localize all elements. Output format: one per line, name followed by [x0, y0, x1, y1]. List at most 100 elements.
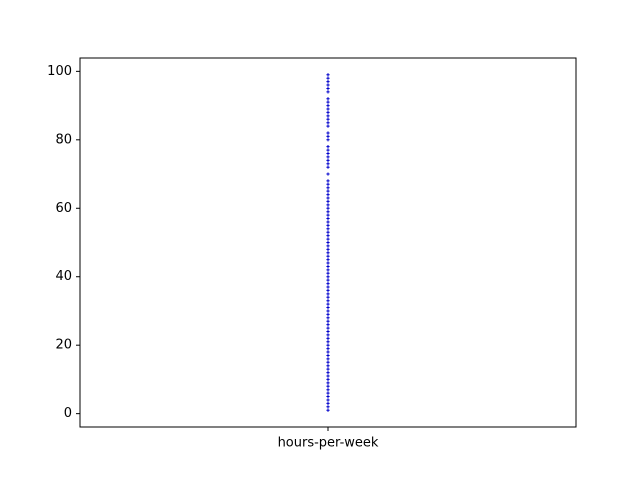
- data-point: [326, 244, 330, 248]
- data-point: [326, 172, 330, 176]
- data-point: [326, 138, 330, 142]
- data-point: [326, 230, 330, 234]
- data-point: [326, 86, 330, 91]
- data-point: [326, 189, 330, 193]
- data-point: [326, 247, 330, 251]
- data-point: [326, 299, 330, 303]
- data-point: [326, 285, 330, 289]
- data-point: [326, 80, 330, 84]
- data-point: [326, 295, 330, 299]
- data-point: [326, 121, 330, 125]
- data-point: [326, 357, 330, 361]
- data-point: [326, 90, 330, 94]
- y-tick-label: 80: [55, 132, 72, 147]
- data-point: [326, 182, 330, 186]
- data-point: [326, 271, 330, 275]
- data-point: [326, 384, 330, 388]
- data-point: [326, 316, 330, 320]
- data-point: [326, 302, 330, 306]
- data-point: [326, 364, 330, 368]
- data-point: [326, 336, 330, 340]
- data-point: [326, 312, 330, 316]
- y-tick-label: 100: [47, 64, 72, 79]
- data-point: [326, 213, 330, 217]
- data-point: [326, 227, 330, 231]
- data-point: [326, 165, 330, 169]
- data-point: [326, 353, 330, 358]
- data-point: [326, 73, 330, 77]
- data-point: [326, 408, 330, 412]
- y-tick-label: 0: [64, 406, 72, 421]
- data-point: [326, 323, 330, 327]
- data-point: [326, 117, 330, 121]
- data-point: [326, 203, 330, 207]
- data-point: [326, 405, 330, 409]
- data-point: [326, 350, 330, 354]
- data-point: [326, 268, 330, 272]
- data-point: [326, 370, 330, 375]
- data-point: [326, 360, 330, 364]
- y-axis: 0 20 40 60 80 100: [47, 64, 80, 421]
- data-point: [326, 333, 330, 337]
- data-point: [326, 199, 330, 204]
- data-point: [326, 374, 330, 378]
- data-point: [326, 234, 330, 238]
- data-point: [326, 275, 330, 279]
- data-point: [326, 288, 330, 293]
- data-point: [326, 305, 330, 310]
- data-point: [326, 186, 330, 190]
- data-point: [326, 343, 330, 347]
- data-point: [326, 377, 330, 382]
- data-point: [326, 100, 330, 104]
- data-point: [326, 179, 330, 183]
- data-point: [326, 251, 330, 255]
- data-point: [326, 107, 330, 111]
- data-points: [326, 73, 330, 412]
- data-point: [326, 264, 330, 269]
- data-point: [326, 309, 330, 313]
- data-point: [326, 254, 330, 258]
- data-point: [326, 319, 330, 323]
- data-point: [326, 124, 330, 128]
- data-point: [326, 388, 330, 392]
- x-tick-label: hours-per-week: [278, 436, 379, 451]
- data-point: [326, 220, 330, 224]
- data-point: [326, 216, 330, 221]
- data-point: [326, 76, 330, 80]
- data-point: [326, 131, 330, 135]
- data-point: [326, 258, 330, 262]
- data-point: [326, 114, 330, 118]
- data-point: [326, 281, 330, 286]
- data-point: [326, 347, 330, 351]
- data-point: [326, 391, 330, 395]
- data-point: [326, 151, 330, 156]
- data-point: [326, 145, 330, 149]
- data-point: [326, 148, 330, 152]
- data-point: [326, 210, 330, 214]
- data-point: [326, 206, 330, 210]
- data-point: [326, 240, 330, 245]
- data-point: [326, 196, 330, 200]
- data-point: [326, 110, 330, 115]
- data-point: [326, 398, 330, 402]
- data-point: [326, 394, 330, 399]
- data-point: [326, 401, 330, 405]
- y-tick-label: 60: [55, 201, 72, 216]
- data-point: [326, 162, 330, 166]
- data-point: [326, 381, 330, 385]
- data-point: [326, 340, 330, 344]
- data-point: [326, 97, 330, 101]
- data-point: [326, 155, 330, 159]
- data-point: [326, 158, 330, 162]
- y-tick-label: 20: [55, 338, 72, 353]
- data-point: [326, 134, 330, 138]
- x-axis: hours-per-week: [278, 427, 379, 451]
- data-point: [326, 223, 330, 227]
- data-point: [326, 83, 330, 87]
- data-point: [326, 367, 330, 371]
- data-point: [326, 237, 330, 241]
- data-point: [326, 192, 330, 197]
- data-point: [326, 278, 330, 282]
- y-tick-label: 40: [55, 269, 72, 284]
